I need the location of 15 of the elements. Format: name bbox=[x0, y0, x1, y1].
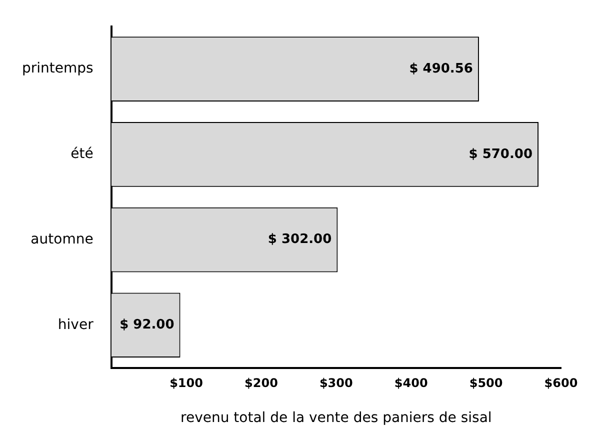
x-tick-label: $600 bbox=[544, 376, 578, 390]
x-tick-label: $100 bbox=[170, 376, 203, 390]
x-tick-label: $300 bbox=[319, 376, 353, 390]
data-label: $ 302.00 bbox=[268, 232, 332, 248]
x-tick-label: $400 bbox=[394, 376, 428, 390]
x-axis-title: revenu total de la vente des paniers de sisal bbox=[180, 410, 492, 426]
x-tick-label: $200 bbox=[244, 376, 278, 390]
data-label: $ 490.56 bbox=[409, 61, 473, 76]
data-label: $ 570.00 bbox=[468, 146, 533, 162]
y-tick-label: printemps bbox=[22, 60, 94, 77]
x-tick-label: $500 bbox=[469, 376, 503, 390]
data-label: $ 92.00 bbox=[120, 318, 174, 332]
y-tick-label: hiver bbox=[58, 316, 94, 333]
y-tick-label: automne bbox=[30, 231, 94, 248]
y-tick-label: été bbox=[70, 146, 94, 162]
